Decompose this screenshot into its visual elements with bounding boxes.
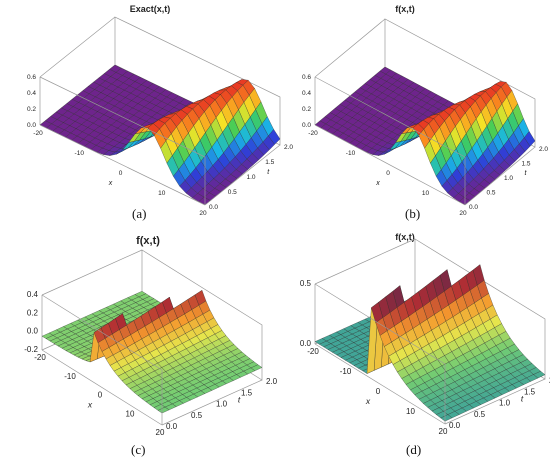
t-tick-label: 0.0 bbox=[166, 422, 178, 431]
z-tick-label: -0.2 bbox=[24, 345, 38, 354]
x-tick-label: 0 bbox=[119, 170, 123, 177]
panel-c-label: (c) bbox=[131, 442, 146, 457]
x-tick-label: 0 bbox=[98, 391, 103, 400]
panel-b-title: f(x,t) bbox=[395, 4, 415, 14]
t-tick-label: 1.0 bbox=[504, 175, 513, 182]
x-tick-label: 10 bbox=[126, 409, 135, 418]
z-tick-label: 0.2 bbox=[27, 106, 36, 113]
t-tick-label: 1.0 bbox=[216, 400, 228, 409]
panel-c: f(x,t) -0.2 0.0 0.2 0.4 -20 -10 0 10 20 0.0 0.5 1.0… bbox=[0, 232, 278, 464]
t-axis-label: t bbox=[267, 169, 270, 176]
z-tick-label: 0.0 bbox=[27, 122, 36, 129]
t-tick-label: 0.0 bbox=[449, 421, 461, 430]
t-axis-label: t bbox=[521, 393, 524, 403]
x-tick-label: 10 bbox=[422, 190, 430, 197]
t-tick-label: 0.0 bbox=[469, 204, 478, 211]
surface-plot-c: f(x,t) -0.20.00.20.4-20-10010200.00.51.0… bbox=[24, 235, 278, 437]
z-tick-label: 0.2 bbox=[27, 308, 39, 317]
x-tick-label: -20 bbox=[307, 347, 319, 356]
z-tick-label: 0.0 bbox=[300, 339, 312, 348]
t-tick-label: 0.0 bbox=[209, 204, 218, 211]
panel-a-label: (a) bbox=[132, 206, 147, 221]
t-tick-label: 0.5 bbox=[487, 190, 496, 197]
z-tick-label: 0.4 bbox=[27, 290, 39, 299]
t-tick-label: 1.5 bbox=[522, 161, 531, 168]
t-tick-label: 2.0 bbox=[539, 146, 548, 153]
t-tick-label: 2.0 bbox=[284, 144, 293, 151]
panel-d: f(x,t) 0.00.5-20-10010200.00.51.01.52.0x… bbox=[275, 232, 550, 464]
x-tick-label: -10 bbox=[64, 372, 76, 381]
x-tick-label: -10 bbox=[75, 150, 85, 157]
z-tick-label: 0.4 bbox=[302, 90, 311, 97]
z-tick-label: 0.0 bbox=[27, 327, 39, 336]
t-tick-label: 1.0 bbox=[247, 174, 256, 181]
t-tick-label: 0.5 bbox=[474, 410, 486, 419]
t-axis-label: t bbox=[238, 394, 241, 404]
t-tick-label: 1.0 bbox=[499, 399, 511, 408]
surface-plot-b: f(x,t) 0.00.20.40.6-20-10010200.00.51.01… bbox=[302, 4, 548, 217]
x-tick-label: -10 bbox=[346, 150, 356, 157]
panel-d-title: f(x,t) bbox=[395, 232, 415, 242]
t-tick-label: 0.5 bbox=[191, 411, 203, 420]
z-tick-label: 0.0 bbox=[302, 122, 311, 129]
panel-b-label: (b) bbox=[405, 206, 421, 221]
panel-c-title: f(x,t) bbox=[136, 235, 160, 247]
t-tick-label: 1.5 bbox=[265, 159, 274, 166]
z-tick-label: 0.4 bbox=[27, 90, 36, 97]
t-tick-label: 0.5 bbox=[228, 189, 237, 196]
panel-a-title: Exact(x,t) bbox=[130, 4, 171, 14]
z-tick-label: 0.6 bbox=[302, 74, 311, 81]
x-tick-label: 10 bbox=[406, 407, 415, 416]
t-axis-label: t bbox=[525, 170, 528, 177]
z-tick-label: 0.5 bbox=[300, 279, 312, 288]
surface-plot-d: f(x,t) 0.00.5-20-10010200.00.51.01.52.0x… bbox=[300, 232, 550, 436]
x-tick-label: 20 bbox=[156, 428, 165, 437]
x-tick-label: 10 bbox=[158, 190, 166, 197]
x-tick-label: -20 bbox=[33, 130, 43, 137]
x-tick-label: -20 bbox=[34, 353, 46, 362]
t-tick-label: 1.5 bbox=[241, 388, 253, 397]
x-tick-label: 0 bbox=[386, 170, 390, 177]
x-tick-label: 20 bbox=[199, 210, 207, 217]
x-axis-label: x bbox=[108, 180, 113, 187]
x-axis-label: x bbox=[375, 180, 380, 187]
x-axis-label: x bbox=[87, 400, 93, 410]
x-tick-label: -10 bbox=[340, 367, 352, 376]
x-axis-label: x bbox=[365, 396, 371, 406]
surface-plot-a: Exact(x,t) 0.00.20.40.6-20-10010200.00.5… bbox=[27, 4, 293, 217]
x-tick-label: 0 bbox=[376, 387, 381, 396]
z-tick-label: 0.6 bbox=[27, 74, 36, 81]
surface-cell bbox=[157, 406, 170, 414]
panel-a: Exact(x,t) 0.0 0.2 0.4 0.6 -20 -10 0 10 20 0.0 0.5… bbox=[0, 0, 293, 232]
panel-d-label: (d) bbox=[406, 442, 422, 457]
x-tick-label: -20 bbox=[308, 130, 318, 137]
surface-cell bbox=[440, 414, 453, 422]
x-tick-label: 20 bbox=[439, 427, 448, 436]
panel-b: f(x,t) 0.0 0.2 0.4 0.6 -20 -10 0 10 20 0.0 0.5 1.0 1… bbox=[275, 0, 550, 232]
t-tick-label: 1.5 bbox=[524, 387, 536, 396]
t-tick-label: 2.0 bbox=[266, 377, 278, 386]
x-tick-label: 20 bbox=[459, 210, 467, 217]
z-tick-label: 0.2 bbox=[302, 106, 311, 113]
